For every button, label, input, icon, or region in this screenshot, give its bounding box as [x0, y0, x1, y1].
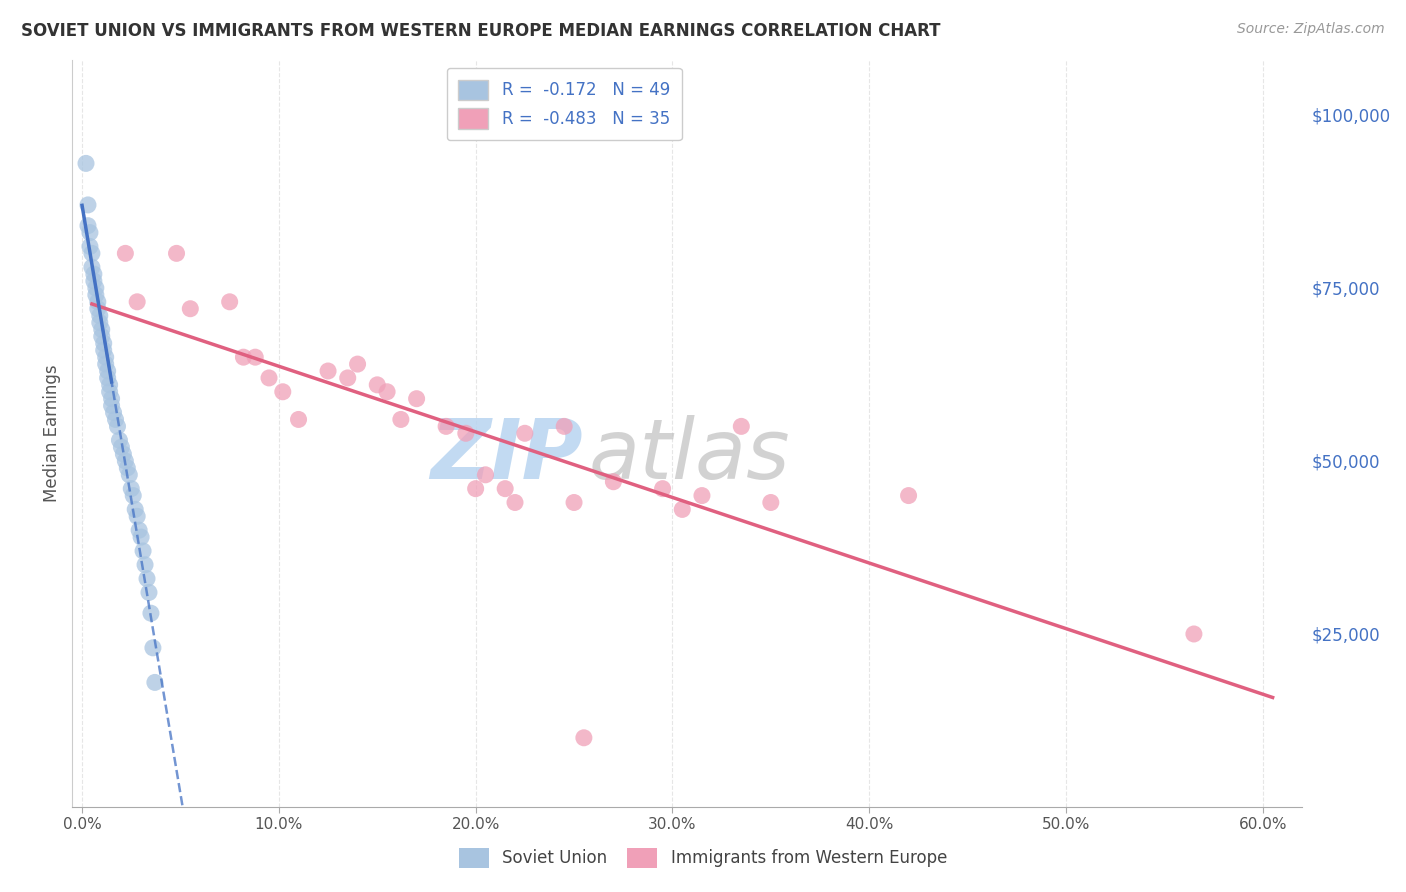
Point	[83, 267, 105, 281]
Point	[671, 502, 693, 516]
Point	[1182, 627, 1205, 641]
Point	[79, 239, 101, 253]
Text: Source: ZipAtlas.com: Source: ZipAtlas.com	[1237, 22, 1385, 37]
Y-axis label: Median Earnings: Median Earnings	[44, 365, 60, 502]
Point	[104, 412, 127, 426]
Point	[245, 350, 267, 364]
Point	[651, 482, 673, 496]
Point	[83, 274, 105, 288]
Point	[232, 350, 254, 364]
Point	[127, 294, 149, 309]
Point	[110, 440, 132, 454]
Point	[464, 482, 486, 496]
Point	[503, 495, 526, 509]
Point	[100, 399, 122, 413]
Point	[93, 343, 115, 358]
Point	[434, 419, 457, 434]
Point	[90, 329, 112, 343]
Point	[79, 226, 101, 240]
Point	[138, 585, 160, 599]
Point	[84, 281, 107, 295]
Point	[97, 371, 120, 385]
Text: atlas: atlas	[589, 415, 790, 496]
Point	[94, 350, 117, 364]
Point	[375, 384, 398, 399]
Point	[129, 530, 152, 544]
Point	[336, 371, 359, 385]
Point	[114, 246, 136, 260]
Point	[257, 371, 280, 385]
Point	[97, 364, 120, 378]
Point	[690, 489, 713, 503]
Point	[730, 419, 752, 434]
Point	[87, 294, 110, 309]
Point	[98, 377, 121, 392]
Legend: R =  -0.172   N = 49, R =  -0.483   N = 35: R = -0.172 N = 49, R = -0.483 N = 35	[447, 68, 682, 140]
Point	[114, 454, 136, 468]
Point	[90, 322, 112, 336]
Point	[127, 509, 149, 524]
Point	[132, 544, 155, 558]
Point	[179, 301, 201, 316]
Point	[120, 482, 142, 496]
Point	[77, 219, 100, 233]
Legend: Soviet Union, Immigrants from Western Europe: Soviet Union, Immigrants from Western Eu…	[453, 841, 953, 875]
Point	[553, 419, 575, 434]
Point	[166, 246, 188, 260]
Point	[89, 309, 111, 323]
Point	[87, 301, 110, 316]
Point	[759, 495, 782, 509]
Point	[107, 419, 129, 434]
Point	[602, 475, 624, 489]
Point	[89, 316, 111, 330]
Point	[80, 246, 103, 260]
Point	[572, 731, 595, 745]
Point	[103, 405, 125, 419]
Point	[117, 461, 139, 475]
Point	[122, 489, 145, 503]
Point	[77, 198, 100, 212]
Point	[389, 412, 412, 426]
Point	[143, 675, 166, 690]
Point	[84, 288, 107, 302]
Point	[75, 156, 97, 170]
Text: SOVIET UNION VS IMMIGRANTS FROM WESTERN EUROPE MEDIAN EARNINGS CORRELATION CHART: SOVIET UNION VS IMMIGRANTS FROM WESTERN …	[21, 22, 941, 40]
Point	[474, 467, 496, 482]
Point	[271, 384, 294, 399]
Point	[136, 572, 159, 586]
Point	[346, 357, 368, 371]
Point	[128, 523, 150, 537]
Point	[118, 467, 141, 482]
Point	[134, 558, 156, 572]
Point	[287, 412, 309, 426]
Point	[142, 640, 165, 655]
Point	[93, 336, 115, 351]
Point	[405, 392, 427, 406]
Point	[94, 357, 117, 371]
Point	[366, 377, 388, 392]
Point	[454, 426, 477, 441]
Point	[562, 495, 585, 509]
Point	[80, 260, 103, 275]
Point	[897, 489, 920, 503]
Point	[124, 502, 146, 516]
Point	[112, 447, 135, 461]
Point	[139, 606, 162, 620]
Point	[316, 364, 339, 378]
Point	[494, 482, 516, 496]
Point	[100, 392, 122, 406]
Text: ZIP: ZIP	[430, 415, 582, 496]
Point	[513, 426, 536, 441]
Point	[98, 384, 121, 399]
Point	[218, 294, 240, 309]
Point	[108, 434, 131, 448]
